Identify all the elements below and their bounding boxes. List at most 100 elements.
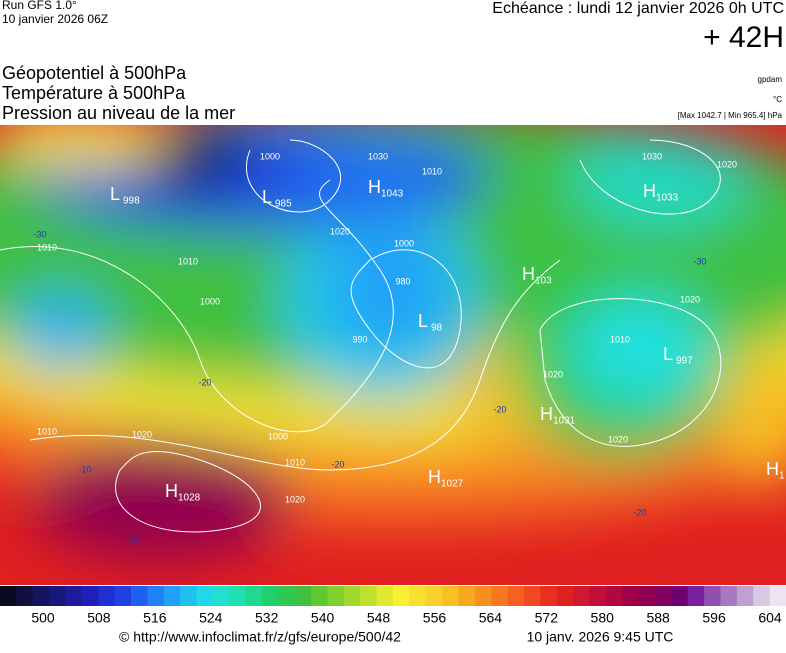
colorbar-cell xyxy=(81,586,99,606)
isobar-label: 1010 xyxy=(37,242,57,252)
colorbar-cell xyxy=(327,586,345,606)
colorbar-label: 508 xyxy=(87,610,111,626)
colorbar-cell xyxy=(687,586,705,606)
isobar-label: 1020 xyxy=(608,434,628,444)
colorbar-cell xyxy=(425,586,443,606)
colorbar-cell xyxy=(0,586,17,606)
pressure-center-value: 985 xyxy=(275,199,292,210)
isobar-label: 1000 xyxy=(394,238,414,248)
run-date: 10 janvier 2026 06Z xyxy=(2,12,108,26)
colorbar: 500 508 516 524 532 540 548 556 564 572 580 588 596 6… xyxy=(0,586,786,626)
isobars xyxy=(0,139,722,533)
colorbar-cell xyxy=(343,586,361,606)
colorbar-label: 564 xyxy=(479,610,503,626)
isobar-label: 1030 xyxy=(368,151,388,161)
colorbar-label: 588 xyxy=(646,610,670,626)
run-label: Run GFS 1.0° xyxy=(2,0,77,12)
isobar xyxy=(350,249,462,369)
pressure-center-value: 998 xyxy=(123,196,140,207)
isobar-label: 1020 xyxy=(132,429,152,439)
colorbar-cell xyxy=(736,586,754,606)
pressure-center-type: H xyxy=(540,404,553,424)
colorbar-cell xyxy=(114,586,132,606)
colorbar-cell xyxy=(49,586,66,606)
isobar-label: 1010 xyxy=(37,426,57,436)
colorbar-cell xyxy=(311,586,328,606)
colorbar-cell xyxy=(65,586,83,606)
pressure-center-value: 1031 xyxy=(553,416,576,427)
isobar xyxy=(579,139,721,215)
colorbar-label: 596 xyxy=(702,610,726,626)
colorbar-cell xyxy=(622,586,640,606)
colorbar-label: 516 xyxy=(143,610,167,626)
colorbar-cell xyxy=(32,586,50,606)
pressure-center-type: L xyxy=(262,187,272,207)
colorbar-cell xyxy=(147,586,165,606)
colorbar-cell xyxy=(605,586,623,606)
pressure-center-type: H xyxy=(368,177,381,197)
isobar xyxy=(539,298,722,447)
isobar-label: 1020 xyxy=(330,226,350,236)
pressure-center-value: 1028 xyxy=(178,493,201,504)
isobar-label: 980 xyxy=(395,276,410,286)
source-url: © http://www.infoclimat.fr/z/gfs/europe/… xyxy=(119,629,401,645)
isobar-label: 1010 xyxy=(285,457,305,467)
colorbar-cell xyxy=(540,586,558,606)
generated-time: 10 janv. 2026 9:45 UTC xyxy=(527,629,674,645)
temperature-label: -30 xyxy=(33,229,46,239)
unit-gpdam: gpdam xyxy=(758,75,783,84)
temperature-label: -20 xyxy=(493,404,506,414)
title-geopotential: Géopotentiel à 500hPa xyxy=(2,63,187,83)
pressure-center-value: 997 xyxy=(676,356,693,367)
isobar-label: 1000 xyxy=(200,296,220,306)
pressure-center-value: 1027 xyxy=(441,479,464,490)
isobar-label: 1000 xyxy=(268,431,288,441)
temperature-field xyxy=(0,125,786,560)
colorbar-label: 540 xyxy=(311,610,335,626)
colorbar-cell xyxy=(638,586,656,606)
isobar-label: 1000 xyxy=(260,151,280,161)
temperature-label: -20 xyxy=(198,377,211,387)
colorbar-label: 572 xyxy=(535,610,559,626)
colorbar-cell xyxy=(245,586,263,606)
colorbar-label: 500 xyxy=(31,610,55,626)
colorbar-cell xyxy=(442,586,459,606)
colorbar-cell xyxy=(131,586,148,606)
isobar xyxy=(29,259,561,471)
pressure-center-value: 98 xyxy=(431,323,443,334)
colorbar-cell xyxy=(589,586,607,606)
colorbar-cell xyxy=(180,586,197,606)
colorbar-cell xyxy=(409,586,427,606)
isobar xyxy=(0,179,394,433)
temperature-label: -20 xyxy=(633,507,646,517)
colorbar-cell xyxy=(491,586,509,606)
pressure-center-value: 1033 xyxy=(656,193,679,204)
colorbar-cell xyxy=(655,586,672,606)
isobar-label: 1020 xyxy=(285,494,305,504)
pressure-center-type: L xyxy=(663,344,673,364)
colorbar-label: 556 xyxy=(423,610,447,626)
temperature-label: -30 xyxy=(693,256,706,266)
temperature-label: -20 xyxy=(331,459,344,469)
title-pressure: Pression au niveau de la mer xyxy=(2,103,235,123)
isobar-label: 1010 xyxy=(610,334,630,344)
temperature-label: -10 xyxy=(78,464,91,474)
title-temperature: Température à 500hPa xyxy=(2,83,186,103)
isobar-label: 1020 xyxy=(680,294,700,304)
colorbar-cell xyxy=(294,586,312,606)
pressure-center-type: H xyxy=(165,481,178,501)
temperature-label: -10 xyxy=(126,534,139,544)
isobar-label: 1010 xyxy=(422,166,442,176)
colorbar-label: 524 xyxy=(199,610,223,626)
colorbar-label: 580 xyxy=(591,610,615,626)
isobar-label: 1030 xyxy=(642,151,662,161)
pressure-center-value: 1 xyxy=(779,471,785,482)
isobar xyxy=(115,450,261,533)
isobar-label: 990 xyxy=(352,334,367,344)
colorbar-cell xyxy=(16,586,34,606)
pressure-center-value: 103 xyxy=(535,276,552,287)
colorbar-cell xyxy=(278,586,296,606)
